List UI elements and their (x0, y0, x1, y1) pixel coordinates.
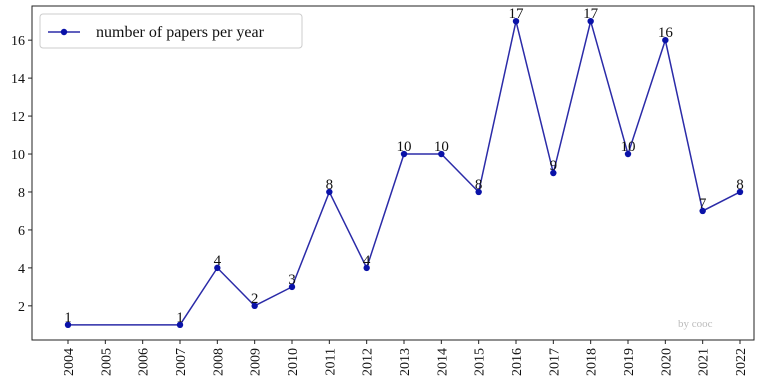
x-tick-label: 2021 (697, 348, 712, 376)
legend-marker-swatch (60, 28, 68, 36)
data-label: 3 (288, 272, 296, 288)
data-label: 8 (326, 177, 334, 193)
x-tick-label: 2015 (473, 348, 488, 376)
x-tick-label: 2017 (547, 348, 562, 376)
data-point (475, 188, 482, 196)
y-tick-label: 16 (11, 34, 25, 49)
data-point (288, 283, 296, 291)
x-tick-label: 2020 (659, 348, 674, 376)
data-point (512, 17, 520, 25)
data-point (736, 188, 744, 196)
data-label: 2 (251, 291, 259, 307)
data-label: 8 (475, 177, 483, 193)
x-tick-label: 2010 (286, 348, 301, 376)
x-tick-label: 2016 (510, 348, 525, 376)
data-label: 10 (621, 139, 636, 155)
data-labels: 1 1 4 2 3 8 4 10 10 8 17 9 17 10 16 7 8 (64, 6, 744, 326)
x-tick-label: 2007 (174, 348, 189, 376)
x-tick-label: 2006 (137, 348, 152, 376)
y-tick-label: 2 (18, 300, 25, 315)
data-label: 10 (434, 139, 449, 155)
series-line (68, 18, 741, 326)
x-tick-label: 2014 (435, 348, 450, 376)
data-label: 10 (397, 139, 412, 155)
y-tick-label: 8 (18, 186, 25, 201)
data-point (550, 169, 557, 177)
x-tick-label: 2013 (398, 348, 413, 376)
legend: number of papers per year (39, 13, 303, 49)
series-layer (64, 17, 744, 329)
y-tick-label: 10 (11, 148, 25, 163)
y-tick-label: 14 (11, 72, 25, 87)
data-point (587, 17, 594, 25)
x-tick-label: 2022 (734, 348, 749, 376)
x-tick-label: 2004 (62, 348, 77, 376)
x-tick-label: 2018 (585, 348, 600, 376)
data-point (363, 264, 370, 272)
data-label: 17 (509, 6, 525, 22)
data-point (64, 321, 72, 329)
data-point (699, 207, 706, 215)
data-point (214, 264, 221, 272)
legend-box (39, 13, 303, 49)
y-tick-label: 4 (18, 262, 25, 277)
y-tick-label: 6 (18, 224, 25, 239)
data-point (624, 150, 632, 158)
data-point (251, 302, 258, 310)
data-label: 4 (363, 253, 371, 269)
data-label: 8 (736, 177, 744, 193)
x-tick-label: 2011 (323, 348, 338, 375)
data-label: 17 (583, 6, 599, 22)
data-point (176, 321, 184, 329)
plot-frame (31, 5, 755, 341)
x-tick-label: 2009 (249, 348, 264, 376)
data-label: 7 (699, 196, 707, 212)
legend-label: number of papers per year (96, 24, 265, 41)
x-tick-label: 2019 (622, 348, 637, 376)
watermark-text: by cooc (678, 318, 713, 330)
x-tick-label: 2012 (361, 348, 376, 376)
data-point (400, 150, 408, 158)
data-point (326, 188, 333, 196)
x-tick-label: 2005 (99, 348, 114, 376)
data-label: 9 (550, 158, 558, 174)
data-point (438, 150, 445, 158)
data-label: 1 (64, 310, 72, 326)
data-label: 4 (214, 253, 222, 269)
y-tick-label: 12 (11, 110, 25, 125)
data-label: 16 (658, 25, 674, 41)
data-point (662, 36, 669, 44)
data-label: 1 (176, 310, 184, 326)
x-tick-label: 2008 (211, 348, 226, 376)
